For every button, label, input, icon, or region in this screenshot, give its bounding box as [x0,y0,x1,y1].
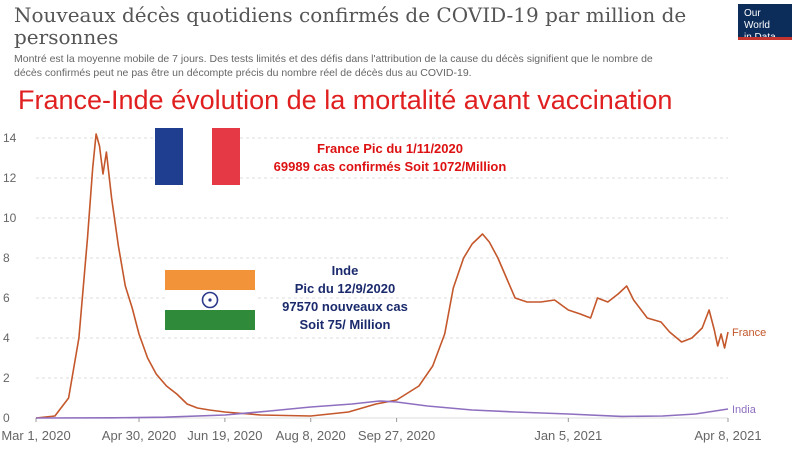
india-annotation: Inde Pic du 12/9/2020 97570 nouveaux cas… [260,262,430,334]
series-labels: France India [732,327,766,416]
y-tick-label: 6 [3,291,10,305]
series-label-france: France [732,327,766,339]
india-flag [165,270,255,330]
x-tick-label: Jan 5, 2021 [534,428,602,443]
line-chart: 0 2 4 6 8 10 12 14 Mar 1, 2020 Apr 30, 2020 Jun 1… [1,131,766,443]
india-annotation-line4: Soit 75/ Million [299,317,391,332]
logo-line-1: Our World [744,8,770,31]
y-tick-label: 0 [3,411,10,425]
series-lines [35,133,729,419]
chart-subtitle: Montré est la moyenne mobile de 7 jours.… [14,53,653,79]
y-tick-label: 4 [3,331,10,345]
y-axis-ticks: 0 2 4 6 8 10 12 14 [3,131,17,425]
india-annotation-line1: Inde [331,263,359,278]
y-tick-label: 8 [3,251,10,265]
series-line-india [35,400,729,419]
x-tick-label: Apr 30, 2020 [102,428,176,443]
france-annotation-line1: France Pic du 1/11/2020 [317,141,463,156]
france-annotation: France Pic du 1/11/2020 69989 cas confir… [240,140,540,176]
x-tick-label: Mar 1, 2020 [1,428,70,443]
x-tick-label: Jun 19, 2020 [187,428,262,443]
series-label-india: India [732,404,757,416]
x-tick-label: Apr 8, 2021 [694,428,761,443]
x-tick-label: Aug 8, 2020 [276,428,346,443]
owid-logo[interactable]: Our World in Data [738,4,792,43]
x-tick-label: Sep 27, 2020 [358,428,435,443]
logo-line-2: in Data [744,32,776,43]
series-line-france [35,133,729,419]
banner-title: France-Inde évolution de la mortalité av… [18,85,673,115]
y-tick-label: 10 [3,211,17,225]
india-annotation-line2: Pic du 12/9/2020 [294,281,396,296]
india-annotation-line3: 97570 nouveaux cas [282,299,408,314]
y-tick-label: 12 [3,171,17,185]
x-axis-ticks: Mar 1, 2020 Apr 30, 2020 Jun 19, 2020 Aug 8… [1,418,762,443]
gridlines [36,137,728,419]
y-tick-label: 14 [3,131,17,145]
france-flag [155,128,240,185]
y-tick-label: 2 [3,371,10,385]
france-annotation-line2: 69989 cas confirmés Soit 1072/Million [273,159,507,174]
ashoka-chakra-icon [201,291,219,309]
chart-title: Nouveaux décès quotidiens confirmés de C… [14,3,687,49]
